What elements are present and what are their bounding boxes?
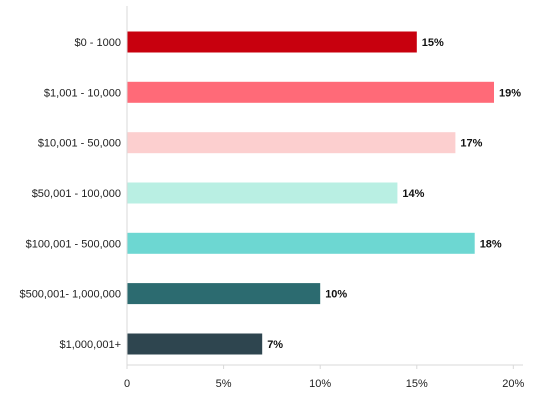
- bar: [127, 81, 494, 103]
- bar: [127, 132, 456, 154]
- bar: [127, 333, 263, 355]
- category-labels: $0 - 1000 $1,001 - 10,000 $10,001 - 50,000…: [19, 37, 121, 351]
- bar: [127, 232, 475, 254]
- category-label: $1,000,001+: [60, 339, 121, 351]
- data-label: 10%: [325, 289, 347, 301]
- data-label: 18%: [480, 238, 502, 250]
- bar: [127, 182, 398, 204]
- category-label: $10,001 - 50,000: [38, 138, 121, 150]
- x-tick-label: 10%: [309, 378, 331, 390]
- category-label: $100,001 - 500,000: [26, 238, 121, 250]
- x-tick-label: 0: [124, 378, 130, 390]
- x-tick-label: 5%: [216, 378, 232, 390]
- data-labels: 15% 19% 17% 14% 18% 10% 7%: [267, 37, 521, 351]
- data-label: 17%: [460, 138, 482, 150]
- data-label: 14%: [402, 188, 424, 200]
- category-label: $0 - 1000: [75, 37, 121, 49]
- bar: [127, 283, 321, 305]
- data-label: 15%: [422, 37, 444, 49]
- category-label: $50,001 - 100,000: [32, 188, 121, 200]
- x-tick-label: 20%: [502, 378, 524, 390]
- data-label: 7%: [267, 339, 283, 351]
- bar: [127, 31, 417, 53]
- category-label: $500,001- 1,000,000: [19, 289, 121, 301]
- x-axis-ticks: 0 5% 10% 15% 20%: [124, 365, 525, 390]
- data-label: 19%: [499, 87, 521, 99]
- bars-group: [127, 31, 494, 355]
- x-tick-label: 15%: [406, 378, 428, 390]
- category-label: $1,001 - 10,000: [44, 87, 121, 99]
